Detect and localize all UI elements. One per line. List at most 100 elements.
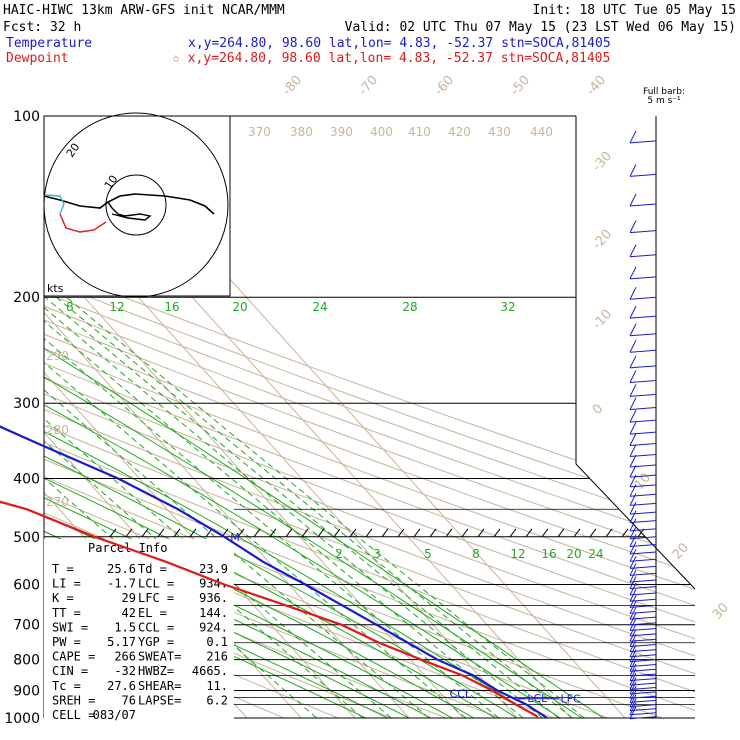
wind-barb: [629, 409, 657, 423]
forecast-hour: Fcst: 32 h: [3, 20, 81, 35]
parcel-info-cell: 4665.: [192, 664, 228, 678]
wind-barb: [629, 623, 657, 637]
hatch-mark: [269, 528, 277, 538]
hodograph-ring-outer: [43, 112, 229, 298]
pressure-tick-label: 900: [13, 683, 40, 699]
wind-barbs: [629, 130, 657, 720]
hodograph-ring-inner: [105, 174, 167, 236]
theta-label: 420: [448, 125, 471, 139]
parcel-info-cell: K =: [52, 591, 74, 605]
wind-barb: [629, 549, 657, 562]
hodograph: 20 10 kts: [43, 112, 231, 298]
dry-adiabat-line: [44, 116, 695, 718]
wind-barb: [629, 164, 657, 177]
hatch-mark: [333, 528, 341, 538]
hatch-mark: [397, 528, 405, 538]
isotherm-label: -30: [590, 149, 615, 175]
isotherm-label: 0: [590, 401, 607, 417]
parcel-info-cell: 216: [206, 650, 228, 664]
parcel-info-cell: 936.: [199, 591, 228, 605]
temperature-legend-info: x,y=264.80, 98.60 lat,lon= 4.83, -52.37 …: [188, 36, 611, 51]
parcel-info-cell: LCL =: [138, 577, 174, 591]
wind-barb: [629, 629, 657, 642]
mixing-ratio-label: 24: [312, 300, 327, 314]
model-title: HAIC-HIWC 13km ARW-GFS init NCAR/MMM: [3, 3, 285, 18]
wind-barb: [629, 563, 657, 576]
dry-adiabat-line: [44, 116, 695, 718]
wind-barb: [629, 244, 657, 258]
hatch-mark: [413, 528, 421, 538]
theta-label: 290: [46, 349, 69, 363]
hatch-mark: [125, 528, 133, 538]
parcel-info-cell: -1.7: [107, 577, 136, 591]
wind-barb: [629, 649, 657, 663]
wind-barb: [629, 582, 657, 596]
parcel-info-cell: LFC =: [138, 591, 174, 605]
isotherm-label: -10: [590, 307, 615, 333]
hatch-mark: [445, 528, 453, 538]
hatch-mark: [381, 528, 389, 538]
hatch-mark: [317, 528, 325, 538]
header: HAIC-HIWC 13km ARW-GFS init NCAR/MMM Ini…: [3, 3, 736, 66]
mixing-ratio-label: 12: [510, 547, 525, 561]
mixing-ratio-label: 28: [402, 300, 417, 314]
isotherm-label: -50: [508, 73, 533, 99]
parcel-info-cell: 11.: [206, 679, 228, 693]
parcel-info-cell: Td =: [138, 562, 167, 576]
dewpoint-legend-info: ☆ x,y=264.80, 98.60 lat,lon= 4.83, -52.3…: [172, 51, 610, 66]
parcel-info-cell: 1.5: [114, 620, 136, 634]
hatch-mark: [157, 528, 165, 538]
parcel-info-cell: HWBZ=: [138, 664, 174, 678]
hatch-mark: [189, 528, 197, 538]
hatch-mark: [109, 528, 117, 538]
hatch-mark: [253, 528, 261, 538]
wind-barb: [629, 706, 657, 720]
dry-adiabat-line: [44, 116, 695, 718]
isotherm-label: 20: [670, 540, 692, 562]
wind-barb: [629, 355, 657, 369]
hatch-mark: [589, 528, 597, 538]
wind-barb: [629, 569, 657, 583]
hodograph-trace-lower: [107, 201, 152, 221]
parcel-info-cell: TT =: [52, 606, 81, 620]
hatch-mark: [429, 528, 437, 538]
parcel-info-cell: 0.1: [206, 635, 228, 649]
isotherm-label: -70: [356, 73, 381, 99]
mixing-ratio-label: 20: [232, 300, 247, 314]
theta-label: 270: [46, 495, 69, 509]
wind-barb: [629, 612, 657, 626]
parcel-info-cell: 5.17: [107, 635, 136, 649]
dry-adiabat-line: [44, 116, 695, 718]
hatch-mark: [365, 528, 373, 538]
theta-label: 380: [290, 125, 313, 139]
isotherm-label: -80: [280, 73, 305, 99]
wind-barb: [629, 634, 657, 648]
mixing-ratio-label: 32: [500, 300, 515, 314]
temperature-legend-label: Temperature: [6, 36, 92, 51]
parcel-info-cell: 6.2: [206, 693, 228, 707]
hodograph-trace-low-levels: [59, 213, 107, 233]
level-marker-label: CCL: [450, 687, 472, 700]
isotherm-line: [44, 116, 464, 718]
wind-barb: [629, 639, 657, 653]
hatch-mark: [573, 528, 581, 538]
parcel-info-cell: -32: [114, 664, 136, 678]
pressure-tick-label: 1000: [4, 711, 40, 727]
wind-barb: [629, 193, 657, 207]
parcel-info-cell: 924.: [199, 620, 228, 634]
wind-barb: [629, 454, 657, 468]
hatch-mark: [605, 528, 613, 538]
theta-label: 390: [330, 125, 353, 139]
parcel-info-cell: 42: [122, 606, 136, 620]
theta-label: 280: [46, 423, 69, 437]
parcel-info-cell: 25.6: [107, 562, 136, 576]
temperature-profile-line: [0, 425, 548, 719]
parcel-info-cell: LAPSE=: [138, 693, 181, 707]
parcel-info-cell: CELL =: [52, 708, 95, 722]
hatch-mark: [621, 528, 629, 538]
wind-barb: [629, 397, 657, 411]
dewpoint-profile-line: [0, 500, 539, 719]
parcel-info-cell: T =: [52, 562, 74, 576]
isotherm-label: 10: [632, 470, 654, 492]
mixing-ratio-label: 20: [566, 547, 581, 561]
